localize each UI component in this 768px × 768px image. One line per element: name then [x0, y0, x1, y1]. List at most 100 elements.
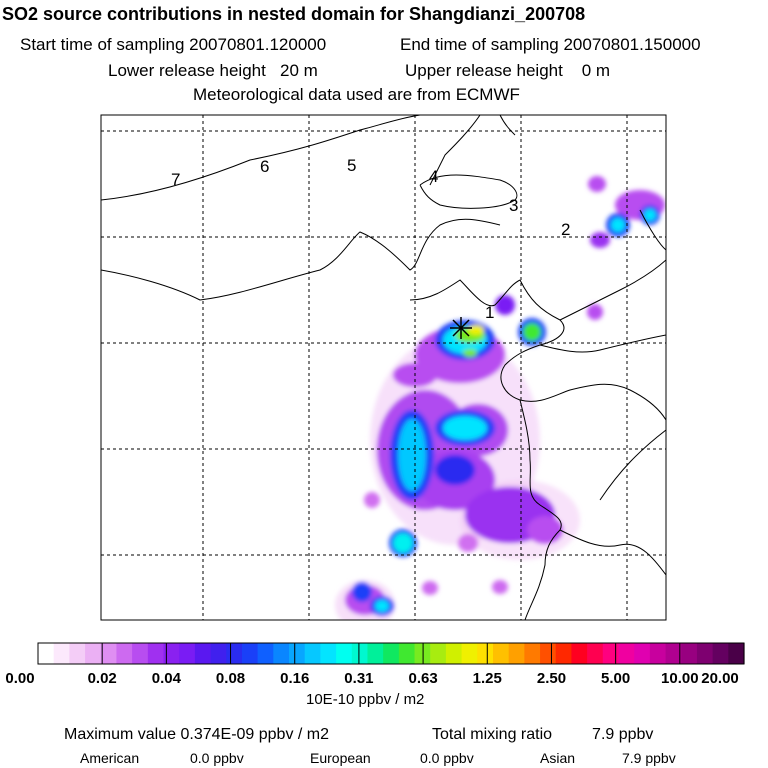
- colorbar: [37, 642, 745, 665]
- coastline: [519, 383, 666, 421]
- plume-cyan: [375, 600, 389, 612]
- plume-purple: [590, 232, 610, 248]
- plume-blue: [352, 582, 372, 602]
- colorbar-swatch: [69, 643, 86, 664]
- coastline: [599, 429, 666, 501]
- colorbar-swatch: [336, 643, 353, 664]
- colorbar-swatch: [132, 643, 149, 664]
- colorbar-swatch: [304, 643, 321, 664]
- colorbar-swatch: [665, 643, 682, 664]
- colorbar-swatch: [367, 643, 384, 664]
- colorbar-tick-label: 10.00: [661, 670, 699, 687]
- plume-purple: [588, 176, 606, 192]
- colorbar-swatch: [116, 643, 133, 664]
- plume-cyan: [393, 533, 413, 553]
- colorbar-swatch: [147, 643, 165, 664]
- region-label-7: 7: [171, 170, 180, 189]
- american-value: 0.0 ppbv: [190, 750, 244, 766]
- colorbar-swatch: [492, 643, 510, 664]
- concentration-field: [335, 176, 665, 620]
- total-mixing-ratio-label: Total mixing ratio: [432, 726, 553, 743]
- colorbar-tick-label: 0.00: [5, 670, 35, 687]
- colorbar-swatch: [273, 643, 290, 664]
- plot-frame: [100, 114, 667, 621]
- plume-cyan: [611, 218, 625, 232]
- colorbar-swatch: [712, 643, 729, 664]
- colorbar-tick-label: 1.25: [472, 670, 502, 687]
- total-mixing-ratio: Total mixing ratio 7.9 ppbv: [432, 726, 653, 744]
- plume-green: [463, 349, 477, 357]
- colorbar-swatch: [179, 643, 196, 664]
- plume-cyan: [398, 419, 426, 491]
- plume-purple: [527, 516, 563, 544]
- colorbar-swatch: [618, 643, 635, 664]
- coastline: [639, 209, 666, 251]
- region-labels: 7 6 5 4 3 2 1: [171, 156, 570, 322]
- american-label: American: [80, 750, 140, 766]
- region-label-1: 1: [485, 303, 494, 322]
- colorbar-swatch: [728, 643, 745, 664]
- plume-blue: [435, 455, 475, 485]
- colorbar-swatch: [351, 643, 369, 664]
- colorbar-swatch: [602, 643, 620, 664]
- coastline: [559, 259, 666, 321]
- border-line: [101, 115, 421, 201]
- plume-purple: [495, 295, 515, 315]
- border-line: [409, 279, 521, 307]
- colorbar-swatch: [461, 643, 478, 664]
- colorbar-swatch: [571, 643, 588, 664]
- border-line: [419, 174, 518, 209]
- plume-purple: [422, 581, 438, 595]
- region-label-6: 6: [260, 157, 269, 176]
- colorbar-swatch: [634, 643, 651, 664]
- colorbar-swatch: [194, 643, 212, 664]
- colorbar-swatch: [210, 643, 227, 664]
- plume-purple: [458, 534, 478, 552]
- colorbar-swatch: [320, 643, 337, 664]
- colorbar-tick-label: 0.04: [151, 670, 181, 687]
- coastline: [519, 399, 562, 620]
- colorbar-swatch: [289, 643, 306, 664]
- colorbar-frame: [37, 642, 745, 665]
- colorbar-swatch: [649, 643, 667, 664]
- colorbar-swatch: [508, 643, 525, 664]
- coastline: [499, 115, 516, 136]
- end-time: End time of sampling 20070801.150000: [400, 35, 701, 54]
- region-label-3: 3: [509, 196, 518, 215]
- colorbar-swatch: [85, 643, 102, 664]
- plume-cyan: [523, 323, 541, 341]
- chart-title: SO2 source contributions in nested domai…: [2, 4, 586, 24]
- plume-purple: [492, 580, 508, 594]
- coastline: [429, 115, 481, 186]
- coastline: [539, 334, 666, 353]
- colorbar-swatch: [555, 643, 573, 664]
- lower-release-height: Lower release height 20 m: [108, 61, 318, 80]
- colorbar-swatch: [241, 643, 259, 664]
- source-marker: [450, 317, 472, 339]
- european-value: 0.0 ppbv: [420, 750, 474, 766]
- max-value-label: Maximum value 0.374E-09 ppbv / m2: [64, 726, 330, 743]
- start-time: Start time of sampling 20070801.120000: [20, 35, 327, 54]
- region-label-2: 2: [561, 220, 570, 239]
- colorbar-swatch: [100, 643, 118, 664]
- colorbar-swatch: [540, 643, 557, 664]
- colorbar-swatch: [477, 643, 494, 664]
- met-data-source: Meteorological data used are from ECMWF: [193, 85, 520, 104]
- asian-value: 7.9 ppbv: [622, 750, 676, 766]
- region-label-4: 4: [429, 167, 438, 186]
- colorbar-tick-label: 20.00: [701, 670, 739, 687]
- colorbar-tick-label: 0.02: [87, 670, 117, 687]
- plume-cyan: [644, 209, 656, 221]
- colorbar-swatch: [226, 643, 243, 664]
- colorbar-swatch: [398, 643, 416, 664]
- coastline: [559, 529, 666, 576]
- coastlines: [101, 115, 666, 620]
- plume-cyan: [443, 416, 487, 440]
- colorbar-tick-label: 0.63: [408, 670, 438, 687]
- colorbar-units: 10E-10 ppbv / m2: [306, 691, 425, 708]
- plume-purple: [364, 492, 380, 508]
- colorbar-swatch: [430, 643, 447, 664]
- region-label-5: 5: [347, 156, 356, 175]
- colorbar-swatch: [163, 643, 180, 664]
